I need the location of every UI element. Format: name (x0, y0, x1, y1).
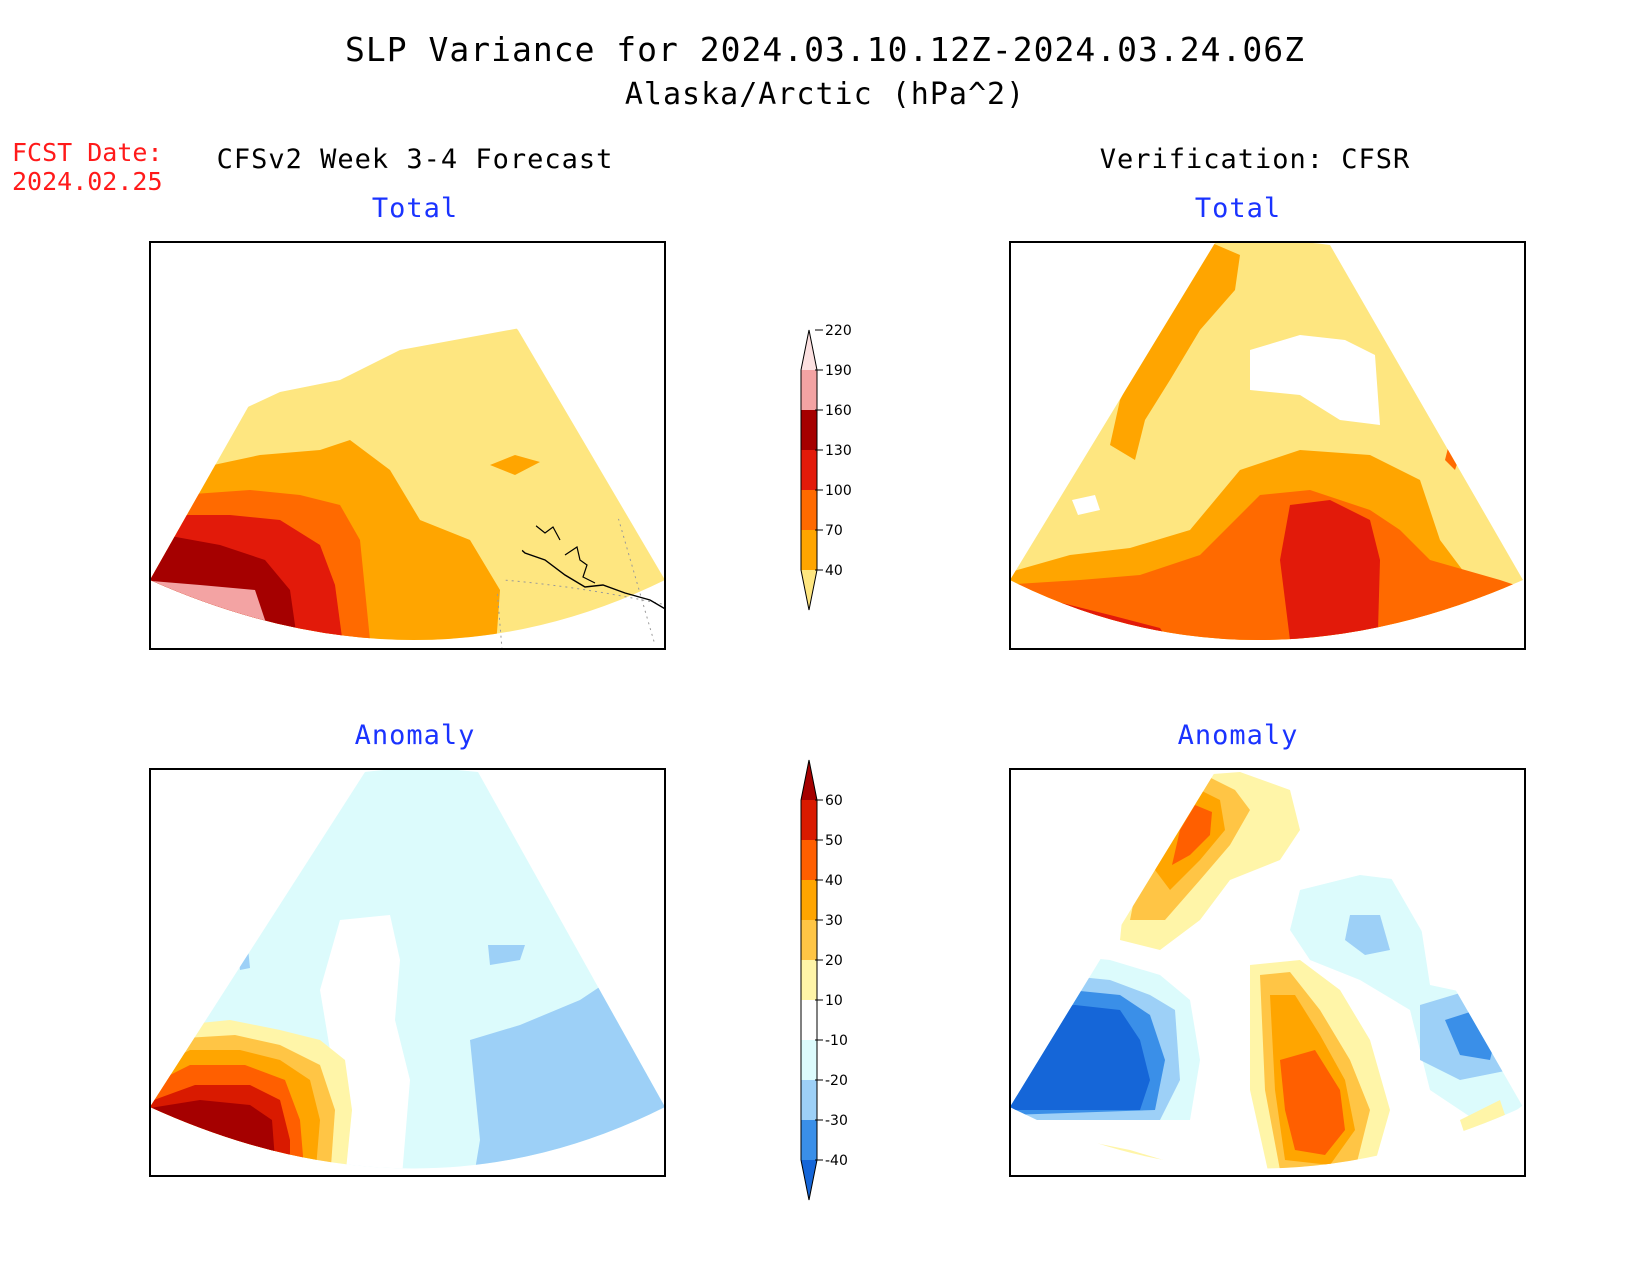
anomaly-colorbar-tick-label-2: -20 (825, 1073, 848, 1089)
anomaly-colorbar-swatch-6 (801, 920, 817, 960)
total-colorbar-tick-label-3: 130 (825, 443, 852, 459)
total-colorbar-swatch-0 (801, 570, 817, 610)
anomaly-colorbar-tick-label-6: 30 (825, 913, 843, 929)
total-colorbar-swatch-3 (801, 450, 817, 490)
fcst-anomaly-map (149, 768, 666, 1177)
total-colorbar-tick-label-6: 220 (825, 323, 852, 339)
fcst-total-title: Total (371, 193, 459, 224)
total-colorbar: 40 70 100 130 160 190 220 (800, 323, 852, 611)
figure-title: SLP Variance for 2024.03.10.12Z-2024.03.… (345, 30, 1305, 69)
anomaly-colorbar-swatch-7 (801, 880, 817, 920)
total-colorbar-swatch-1 (801, 530, 817, 570)
total-colorbar-tick-label-5: 190 (825, 363, 852, 379)
anomaly-colorbar: -40 -30 -20 -10 10 20 30 40 50 60 (800, 759, 848, 1201)
anomaly-colorbar-tick-label-4: 10 (825, 993, 843, 1009)
verif-anomaly-map (1009, 768, 1526, 1177)
verif-total-frame (1009, 241, 1526, 650)
forecast-column-title: CFSv2 Week 3-4 Forecast (216, 144, 614, 175)
verif-total-title: Total (1194, 193, 1282, 224)
anomaly-colorbar-tick-label-0: -40 (825, 1153, 848, 1169)
total-colorbar-tick-label-0: 40 (825, 563, 843, 579)
anomaly-colorbar-swatch-5 (801, 960, 817, 1000)
total-colorbar-swatch-2 (801, 490, 817, 530)
anomaly-colorbar-swatch-4 (801, 1000, 817, 1040)
anomaly-colorbar-tick-label-9: 60 (825, 793, 843, 809)
fcst-date-label: FCST Date: (12, 138, 163, 167)
verif-anomaly-frame (1009, 768, 1526, 1177)
anomaly-colorbar-swatch-3 (801, 1040, 817, 1080)
anomaly-colorbar-tick-label-5: 20 (825, 953, 843, 969)
total-colorbar-swatch-5 (801, 370, 817, 410)
total-colorbar-tick-label-1: 70 (825, 523, 843, 539)
total-colorbar-swatch-6 (801, 330, 817, 370)
anomaly-colorbar-swatch-9 (801, 800, 817, 840)
total-colorbar-outline (800, 329, 818, 611)
anomaly-colorbar-tick-label-7: 40 (825, 873, 843, 889)
fcst-date-value: 2024.02.25 (12, 167, 163, 196)
fcst-total-frame (149, 241, 666, 650)
total-colorbar-swatch-4 (801, 410, 817, 450)
total-colorbar-tick-label-4: 160 (825, 403, 852, 419)
anomaly-colorbar-tick-label-1: -30 (825, 1113, 848, 1129)
verification-column-title: Verification: CFSR (1099, 144, 1411, 175)
fcst-anomaly-frame (149, 768, 666, 1177)
anomaly-colorbar-tick-label-8: 50 (825, 833, 843, 849)
anomaly-colorbar-swatch-0 (801, 1160, 817, 1200)
fcst-anomaly-title: Anomaly (354, 720, 476, 751)
figure-subtitle: Alaska/Arctic (hPa^2) (624, 77, 1026, 112)
anomaly-colorbar-swatch-10 (801, 760, 817, 800)
total-colorbar-tick-label-2: 100 (825, 483, 852, 499)
anomaly-colorbar-swatch-1 (801, 1120, 817, 1160)
verif-anomaly-title: Anomaly (1177, 720, 1299, 751)
anomaly-colorbar-swatch-2 (801, 1080, 817, 1120)
anomaly-colorbar-outline (800, 759, 818, 1201)
anomaly-colorbar-swatch-8 (801, 840, 817, 880)
fcst-total-map (149, 241, 666, 650)
anomaly-colorbar-tick-label-3: -10 (825, 1033, 848, 1049)
verif-total-map (1009, 241, 1526, 650)
